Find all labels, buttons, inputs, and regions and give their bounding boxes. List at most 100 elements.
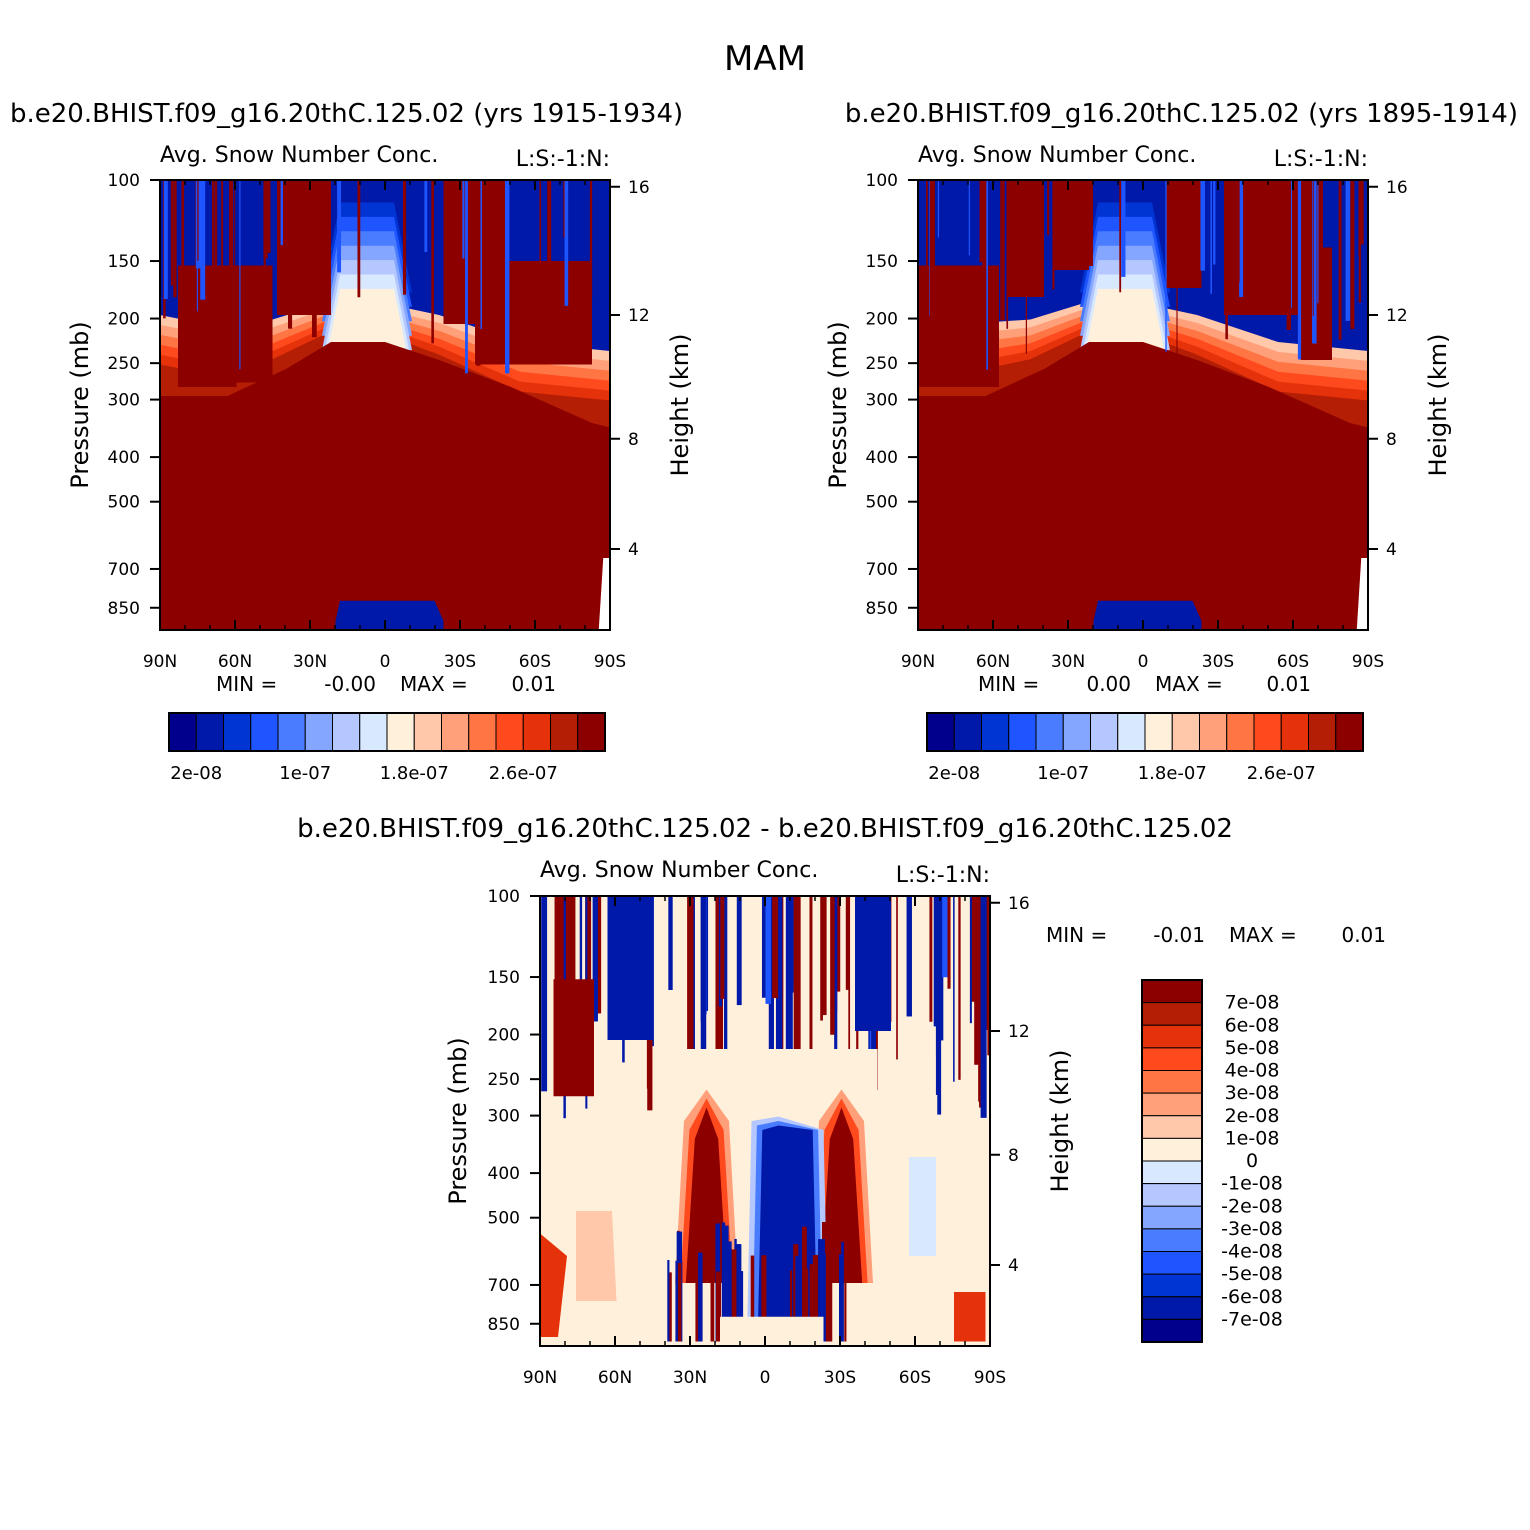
panel-3-ylabel: Pressure (mb)	[444, 1037, 472, 1204]
colorbar-label: 1.8e-07	[380, 763, 449, 784]
diff-streak	[830, 896, 835, 1035]
panel-2-max-label: MAX =	[1155, 672, 1223, 696]
colorbar-swatch	[550, 712, 579, 752]
diff-streak	[987, 896, 990, 1033]
colorbar-swatch	[1141, 1024, 1203, 1049]
vertical-streak	[933, 180, 935, 341]
panel-3-y2tick-label: 12	[1008, 1022, 1030, 1042]
colorbar-swatch	[1141, 1160, 1203, 1185]
vertical-streak	[1360, 180, 1364, 245]
vertical-streak	[1358, 180, 1361, 303]
diff-streak	[809, 896, 813, 1092]
panel-2-ytick-label: 700	[866, 560, 898, 580]
panel-1-ytick-label: 250	[108, 354, 140, 374]
vertical-streak	[979, 180, 983, 263]
panel-2-ytick-label: 100	[866, 171, 898, 191]
diff-lower-scribble	[844, 1268, 847, 1342]
panel-1-min-value: -0.00	[324, 672, 376, 696]
colorbar-swatch	[1141, 1137, 1203, 1162]
colorbar-frame	[926, 712, 1364, 752]
colorbar-label: 1e-07	[279, 763, 331, 784]
panel-2-subtitle: b.e20.BHIST.f09_g16.20thC.125.02 (yrs 18…	[845, 99, 1518, 129]
vertical-streak	[1317, 180, 1319, 304]
diff-lower-scribble	[667, 1272, 672, 1342]
diff-streak	[724, 896, 728, 1091]
diff-lower-scribble	[839, 1254, 844, 1342]
colorbar-swatch	[468, 712, 497, 752]
panel-1-max-value: 0.01	[511, 672, 556, 696]
panel-1-min-label: MIN =	[216, 672, 277, 696]
vertical-streak	[1210, 180, 1213, 294]
diff-blue-upper-right	[855, 896, 891, 1031]
panel-3: b.e20.BHIST.f09_g16.20thC.125.02 - b.e20…	[297, 814, 1386, 1388]
panel-2-xtick-label: 90S	[1352, 652, 1384, 672]
panel-3-subtitle: b.e20.BHIST.f09_g16.20thC.125.02 - b.e20…	[297, 814, 1233, 844]
diff-lower-scribble	[799, 1224, 802, 1342]
panel-2-ytick-label: 500	[866, 493, 898, 513]
diff-lower-scribble	[735, 1244, 742, 1342]
colorbar-swatch	[1035, 712, 1064, 752]
panel-2-ytick-label: 200	[866, 310, 898, 330]
panel-3-field	[540, 896, 990, 1346]
vertical-streak	[589, 180, 593, 298]
diff-streak	[715, 896, 718, 1107]
panel-1-ytick-label: 700	[108, 560, 140, 580]
panel-2-y2tick-label: 16	[1386, 178, 1408, 198]
dark-red-block	[277, 180, 331, 315]
colorbar-swatch	[250, 712, 279, 752]
vertical-streak	[402, 180, 407, 295]
diff-lower-scribble	[740, 1271, 744, 1342]
diff-streak	[942, 896, 948, 978]
colorbar-swatch	[1117, 712, 1146, 752]
diff-streak	[834, 896, 838, 1085]
panel-1-ytick-label: 200	[108, 310, 140, 330]
panel-3-ytick-label: 850	[488, 1315, 520, 1335]
colorbar-swatch	[1171, 712, 1200, 752]
vertical-streak	[221, 180, 224, 299]
dark-red-block	[178, 265, 237, 387]
diff-blue-upper	[607, 896, 653, 1040]
panel-3-xtick-label: 60S	[899, 1368, 931, 1388]
diff-streak	[933, 896, 938, 1027]
diff-lower-scribble	[806, 1268, 809, 1342]
panel-1-xtick-label: 0	[380, 652, 391, 672]
panel-2-y2tick-label: 8	[1386, 430, 1397, 450]
vertical-streak	[312, 180, 317, 338]
diff-streak	[768, 896, 774, 1061]
figure-title: MAM	[724, 39, 806, 79]
vertical-streak	[280, 180, 284, 246]
panel-1-title: Avg. Snow Number Conc.	[160, 143, 438, 168]
colorbar-swatch	[1141, 1228, 1203, 1252]
panel-1-y2tick-label: 12	[628, 306, 650, 326]
colorbar-swatch	[1141, 1251, 1203, 1275]
panel-1-right-title: L:S:-1:N:	[516, 147, 610, 172]
vertical-streak	[465, 180, 468, 374]
colorbar-swatch	[1141, 1273, 1203, 1298]
diff-streak	[787, 896, 794, 985]
diff-lower-scribble	[811, 1263, 818, 1342]
panel-1-xtick-label: 60S	[519, 652, 551, 672]
vertical-streak	[462, 180, 465, 259]
vertical-streak	[1235, 180, 1240, 283]
panel-1-ylabel: Pressure (mb)	[66, 321, 94, 488]
panel-1-xtick-label: 30N	[293, 652, 327, 672]
panel-1-xtick-label: 90N	[143, 652, 177, 672]
colorbar-frame	[1141, 979, 1203, 1343]
surface-blue-block	[1093, 600, 1202, 630]
vertical-streak	[982, 180, 987, 377]
panel-2: b.e20.BHIST.f09_g16.20thC.125.02 (yrs 18…	[824, 99, 1518, 784]
colorbar-swatch	[195, 712, 224, 752]
panel-3-right-title: L:S:-1:N:	[896, 863, 990, 888]
colorbar-label: 5e-08	[1225, 1037, 1280, 1059]
colorbar-swatch	[577, 712, 606, 752]
diff-lower-scribble	[761, 1255, 767, 1342]
diff-streak	[896, 896, 898, 1060]
colorbar-label: 6e-08	[1225, 1014, 1280, 1036]
vertical-streak	[1006, 180, 1009, 329]
diff-streak	[798, 896, 801, 1052]
vertical-streak	[431, 180, 434, 344]
vertical-streak	[1345, 180, 1351, 321]
colorbar-swatch	[1141, 1092, 1203, 1117]
panel-2-axes: 90N 60N 30N 0 30S 60S 90S 100 150 200 250 300 400 500…	[866, 171, 1408, 672]
colorbar-swatch	[953, 712, 982, 752]
